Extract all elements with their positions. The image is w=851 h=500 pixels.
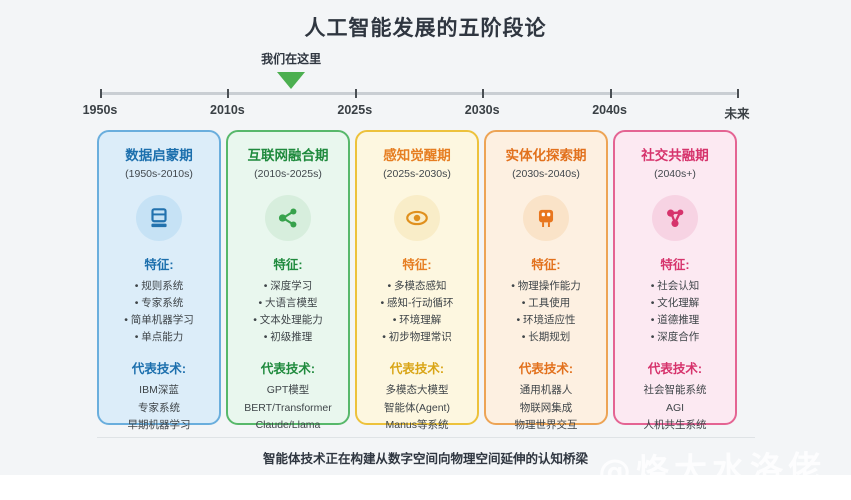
- stage-card-embodied-exploration: 实体化探索期 (2030s-2040s) 特征: 物理操作能力 工具使用 环境适…: [484, 130, 608, 431]
- tech-item: GPT模型: [266, 384, 310, 396]
- stage-title: 实体化探索期: [505, 148, 587, 163]
- tech-item: 社会智能系统: [643, 384, 707, 396]
- stage-period: (2010s-2025s): [254, 168, 322, 180]
- features-list: 社会认知 文化理解 道德推理 深度合作: [619, 278, 731, 346]
- tech-item: 物联网集成: [519, 401, 573, 414]
- footer-divider: [97, 437, 755, 438]
- feature-item: 简单机器学习: [103, 312, 215, 329]
- network-icon: [652, 195, 698, 241]
- tech-item: Manus等系统: [385, 419, 449, 432]
- stage-period: (2025s-2030s): [383, 168, 451, 180]
- timeline-axis: [100, 92, 737, 95]
- tech-list: 社会智能系统 AGI 人机共生系统: [619, 382, 731, 435]
- feature-item: 初步物理常识: [361, 329, 473, 346]
- robot-icon: [523, 195, 569, 241]
- timeline-label-future: 未来: [724, 107, 750, 121]
- bottom-strip: [0, 475, 851, 500]
- timeline-tick: [609, 89, 612, 98]
- tech-list: 通用机器人 物联网集成 物理世界交互: [490, 382, 602, 435]
- feature-item: 物理操作能力: [490, 278, 602, 295]
- tech-item: Claude/Llama: [255, 419, 321, 432]
- stage-card-perception-awakening: 感知觉醒期 (2025s-2030s) 特征: 多模态感知 感知-行动循环 环境…: [355, 130, 479, 431]
- tech-heading: 代表技术:: [260, 362, 316, 376]
- stage-card-data-enlightenment: 数据启蒙期 (1950s-2010s) 特征: 规则系统 专家系统 简单机器学习…: [97, 130, 221, 431]
- features-heading: 特征:: [273, 258, 303, 272]
- tech-list: GPT模型 BERT/Transformer Claude/Llama: [232, 382, 344, 435]
- eye-icon: [394, 195, 440, 241]
- tech-item: AGI: [665, 401, 685, 414]
- stage-title: 感知觉醒期: [383, 148, 451, 163]
- tech-list: IBM深蓝 专家系统 早期机器学习: [103, 382, 215, 435]
- feature-item: 文本处理能力: [232, 312, 344, 329]
- page-title: 人工智能发展的五阶段论: [304, 17, 547, 40]
- feature-item: 单点能力: [103, 329, 215, 346]
- features-list: 深度学习 大语言模型 文本处理能力 初级推理: [232, 278, 344, 346]
- feature-item: 环境理解: [361, 312, 473, 329]
- timeline-label-2025s: 2025s: [337, 103, 373, 117]
- feature-item: 环境适应性: [490, 312, 602, 329]
- tech-item: IBM深蓝: [139, 384, 179, 396]
- tech-item: 物理世界交互: [514, 419, 578, 432]
- stage-period: (1950s-2010s): [125, 168, 193, 180]
- timeline-tick: [354, 89, 357, 98]
- tech-heading: 代表技术:: [647, 362, 703, 376]
- feature-item: 深度学习: [232, 278, 344, 295]
- tech-item: BERT/Transformer: [244, 401, 332, 414]
- timeline-label-2010s: 2010s: [210, 103, 245, 117]
- feature-item: 工具使用: [490, 295, 602, 312]
- features-list: 多模态感知 感知-行动循环 环境理解 初步物理常识: [361, 278, 473, 346]
- feature-item: 规则系统: [103, 278, 215, 295]
- tech-item: 专家系统: [138, 401, 180, 414]
- feature-item: 大语言模型: [232, 295, 344, 312]
- feature-item: 道德推理: [619, 312, 731, 329]
- tech-item: 早期机器学习: [127, 419, 191, 432]
- stage-cards: 数据启蒙期 (1950s-2010s) 特征: 规则系统 专家系统 简单机器学习…: [97, 130, 737, 431]
- stage-title: 数据启蒙期: [125, 148, 193, 163]
- tech-item: 人机共生系统: [643, 419, 707, 432]
- footer-caption: 智能体技术正在构建从数字空间向物理空间延伸的认知桥梁: [262, 452, 588, 466]
- tech-heading: 代表技术:: [389, 362, 445, 376]
- feature-item: 长期规划: [490, 329, 602, 346]
- tech-item: 通用机器人: [519, 384, 573, 396]
- tech-item: 智能体(Agent): [384, 401, 450, 414]
- current-position-arrow-icon: [277, 72, 306, 89]
- stage-period: (2040s+): [654, 168, 696, 180]
- feature-item: 初级推理: [232, 329, 344, 346]
- timeline-label-2030s: 2030s: [464, 103, 500, 117]
- tech-heading: 代表技术:: [131, 362, 187, 376]
- stage-title: 社交共融期: [641, 148, 709, 163]
- tech-list: 多模态大模型 智能体(Agent) Manus等系统: [361, 382, 473, 435]
- watermark: @烙大水洛佬: [597, 448, 827, 491]
- features-heading: 特征:: [531, 258, 561, 272]
- feature-item: 专家系统: [103, 295, 215, 312]
- timeline-tick: [737, 89, 739, 98]
- stage-card-internet-fusion: 互联网融合期 (2010s-2025s) 特征: 深度学习 大语言模型 文本处理…: [226, 130, 350, 431]
- feature-item: 感知-行动循环: [361, 295, 473, 312]
- features-heading: 特征:: [402, 258, 432, 272]
- features-heading: 特征:: [660, 258, 690, 272]
- timeline-tick: [100, 89, 102, 98]
- share-icon: [265, 195, 311, 241]
- server-icon: [136, 195, 182, 241]
- tech-item: 多模态大模型: [385, 384, 449, 396]
- features-list: 规则系统 专家系统 简单机器学习 单点能力: [103, 278, 215, 346]
- stage-title: 互联网融合期: [247, 148, 329, 163]
- stage-period: (2030s-2040s): [512, 168, 580, 180]
- timeline-label-1950s: 1950s: [82, 103, 118, 117]
- tech-heading: 代表技术:: [518, 362, 574, 376]
- current-position-label: 我们在这里: [261, 52, 322, 66]
- timeline-label-2040s: 2040s: [592, 103, 627, 117]
- timeline-tick: [482, 89, 485, 98]
- timeline-tick: [227, 89, 230, 98]
- stage-card-social-integration: 社交共融期 (2040s+) 特征: 社会认知 文化理解 道德推理 深度合作 代…: [613, 130, 737, 431]
- feature-item: 社会认知: [619, 278, 731, 295]
- feature-item: 文化理解: [619, 295, 731, 312]
- feature-item: 多模态感知: [361, 278, 473, 295]
- features-list: 物理操作能力 工具使用 环境适应性 长期规划: [490, 278, 602, 346]
- features-heading: 特征:: [144, 258, 174, 272]
- feature-item: 深度合作: [619, 329, 731, 346]
